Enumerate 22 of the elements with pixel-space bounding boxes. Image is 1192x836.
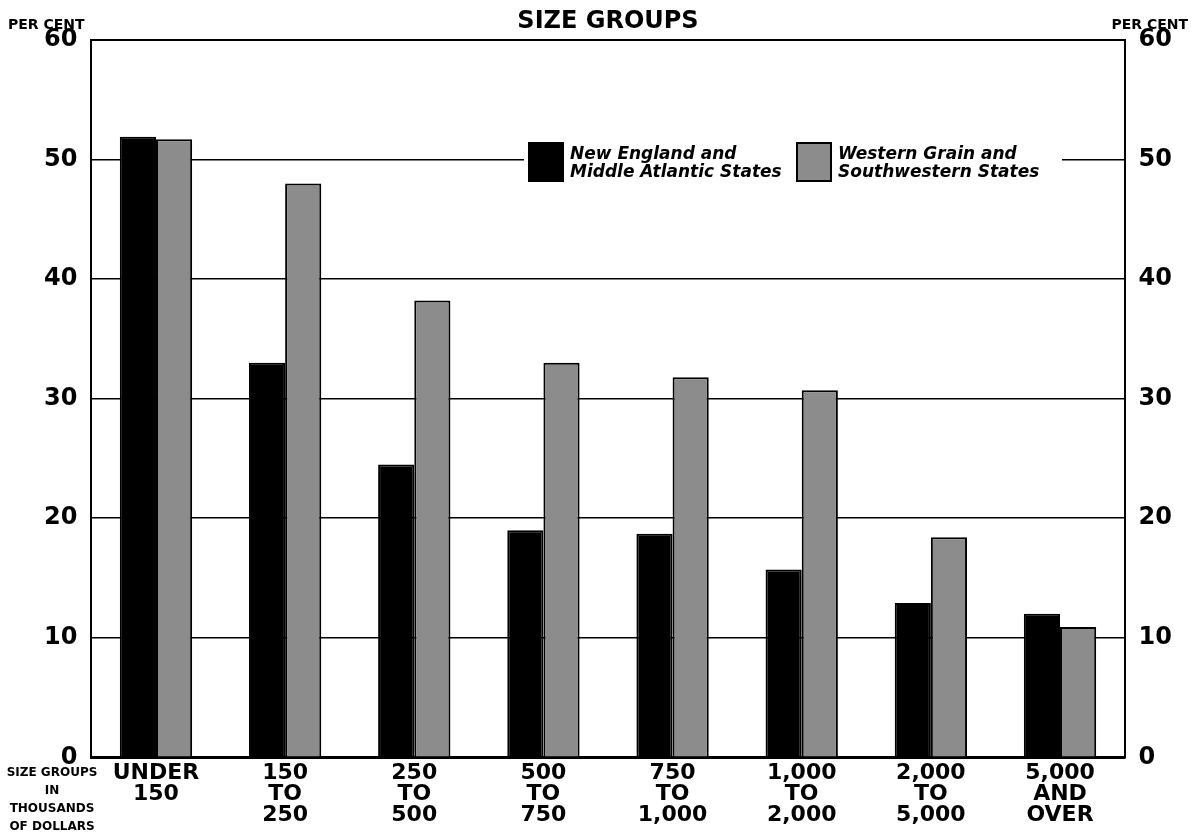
x-tick-label: 2,000 TO 5,000 [896,759,966,827]
legend-label: Western Grain and Southwestern States [838,143,1041,181]
x-tick-label: 500 TO 750 [520,759,567,827]
x-tick-label: 5,000 AND OVER [1025,759,1095,827]
y2-tick-label: 40 [1138,263,1173,292]
y-tick-label: 50 [43,143,78,172]
y2-tick-label: 0 [1138,741,1156,770]
x-tick-label: UNDER 150 [112,759,200,806]
y-tick-label: 40 [43,263,78,292]
y-tick-label: 30 [43,382,78,411]
y2-tick-label: 50 [1138,143,1173,172]
legend-label: New England and Middle Atlantic States [570,143,783,181]
x-tick-label: 750 TO 1,000 [637,759,708,827]
y2-tick-label: 30 [1138,382,1173,411]
x-tick-label: 250 TO 500 [391,759,438,827]
y2-tick-label: 20 [1138,502,1173,531]
x-tick-label: 1,000 TO 2,000 [766,759,837,827]
y-tick-label: 10 [43,621,78,650]
chart-title: SIZE GROUPS [517,6,699,35]
x-tick-label: 150 TO 250 [262,759,309,827]
y2-tick-label: 10 [1138,621,1173,650]
y-tick-label: 20 [43,502,78,531]
